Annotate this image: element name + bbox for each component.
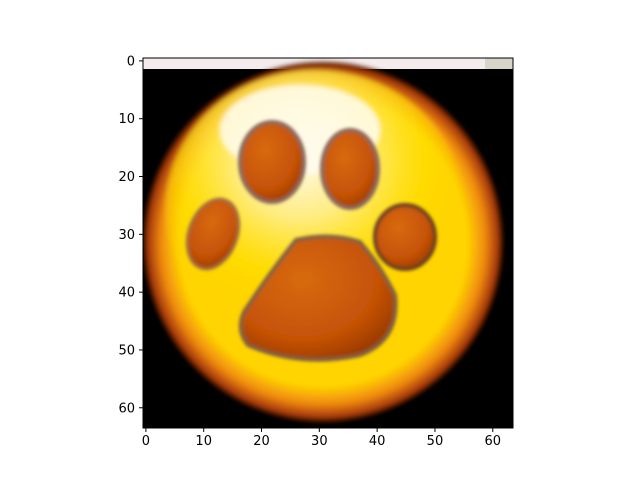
x-tick-label: 50 <box>427 434 444 449</box>
x-tick-label: 10 <box>195 434 212 449</box>
main-pad <box>238 234 398 362</box>
toe-pad-1 <box>238 120 306 204</box>
x-tick-label: 60 <box>484 434 501 449</box>
axes-frame <box>142 57 514 429</box>
paw-print-icon <box>185 120 437 362</box>
y-axis: 0 10 20 30 40 50 60 <box>118 54 143 416</box>
x-tick-label: 40 <box>369 434 386 449</box>
x-tick-label: 30 <box>311 434 328 449</box>
toe-pad-4 <box>373 203 437 271</box>
x-tick-label: 20 <box>253 434 270 449</box>
toe-pad-2 <box>320 128 380 210</box>
x-tick-label: 0 <box>142 434 150 449</box>
y-tick-label: 60 <box>118 401 135 416</box>
y-tick-label: 50 <box>118 343 135 358</box>
x-axis: 0 10 20 30 40 50 60 <box>142 428 501 449</box>
heatmap-image <box>143 58 513 428</box>
y-tick-label: 40 <box>118 286 135 301</box>
y-tick-label: 0 <box>127 54 135 69</box>
y-tick-label: 10 <box>118 112 135 127</box>
toe-pad-3 <box>185 197 241 271</box>
y-tick-label: 20 <box>118 170 135 185</box>
y-tick-label: 30 <box>118 228 135 243</box>
